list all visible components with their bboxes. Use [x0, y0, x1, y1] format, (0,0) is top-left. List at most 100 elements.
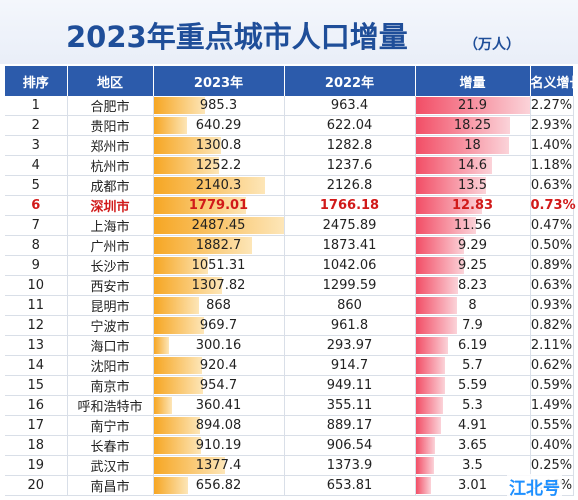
rank-cell: 14: [5, 355, 68, 376]
increase-cell-text: 9.29: [458, 238, 487, 253]
city-cell: 宁波市: [67, 315, 154, 336]
population-2023-bar: [153, 317, 205, 334]
population-2023-cell: 985.3: [153, 96, 285, 116]
increase-cell: 9.29: [415, 235, 531, 256]
increase-cell: 11.56: [415, 215, 531, 236]
population-2022-cell: 2475.89: [284, 215, 416, 236]
increase-cell: 6.19: [415, 335, 531, 356]
city-cell: 深圳市: [67, 195, 154, 216]
population-2023-cell-text: 1252.2: [195, 158, 242, 173]
increase-cell: 18.25: [415, 115, 531, 136]
increase-cell: 7.9: [415, 315, 531, 336]
population-2023-cell-text: 300.16: [195, 338, 242, 353]
table-row: 1 合肥市 985.3 963.4 21.9 2.27%: [5, 96, 574, 116]
population-2022-cell: 1873.41: [284, 235, 416, 256]
city-cell: 杭州市: [67, 155, 154, 176]
rank-cell: 4: [5, 155, 68, 176]
increase-bar: [415, 397, 444, 414]
table-row: 8 广州市 1882.7 1873.41 9.29 0.50%: [5, 235, 574, 256]
population-2023-cell-text: 868: [206, 298, 231, 313]
population-2023-bar: [153, 437, 202, 454]
header-2022: 2022年: [284, 66, 416, 96]
increase-cell: 3.5: [415, 455, 531, 476]
population-2022-cell: 1766.18: [284, 195, 416, 216]
population-2023-bar: [153, 97, 205, 114]
header-growth-rate: 名义增长率: [530, 66, 578, 96]
table-row: 13 海口市 300.16 293.97 6.19 2.11%: [5, 335, 574, 356]
table-row: 5 成都市 2140.3 2126.8 13.5 0.63%: [5, 175, 574, 196]
population-2023-cell: 1307.82: [153, 275, 285, 296]
population-2023-cell-text: 985.3: [199, 98, 238, 113]
population-2023-cell: 360.41: [153, 395, 285, 416]
rank-cell: 20: [5, 475, 68, 496]
increase-bar: [415, 317, 457, 334]
increase-bar: [415, 377, 445, 394]
population-2023-bar: [153, 337, 170, 354]
population-2023-cell: 1377.4: [153, 455, 285, 476]
header-rank: 排序: [5, 66, 68, 96]
header-city: 地区: [67, 66, 154, 96]
increase-bar: [415, 337, 448, 354]
increase-cell-text: 21.9: [458, 98, 487, 113]
growth-rate-cell: 0.59%: [530, 375, 574, 396]
increase-bar: [415, 277, 459, 294]
population-2023-cell-text: 656.82: [195, 478, 242, 493]
table-row: 7 上海市 2487.45 2475.89 11.56 0.47%: [5, 215, 574, 236]
population-2023-cell-text: 1307.82: [191, 278, 246, 293]
city-cell: 长沙市: [67, 255, 154, 276]
rank-cell: 2: [5, 115, 68, 136]
increase-bar: [415, 257, 464, 274]
increase-bar: [415, 217, 476, 234]
city-cell: 广州市: [67, 235, 154, 256]
table-row: 6 深圳市 1779.01 1766.18 12.83 0.73%: [5, 195, 576, 216]
increase-cell-text: 5.7: [462, 358, 483, 373]
population-2023-cell-text: 1300.8: [195, 138, 242, 153]
rank-cell: 5: [5, 175, 68, 196]
population-2023-cell-text: 2487.45: [191, 218, 246, 233]
table-row: 18 长春市 910.19 906.54 3.65 0.40%: [5, 435, 574, 456]
population-2022-cell: 1237.6: [284, 155, 416, 176]
increase-cell-text: 12.83: [451, 198, 494, 213]
population-2023-cell: 1252.2: [153, 155, 285, 176]
city-cell: 海口市: [67, 335, 154, 356]
table-row: 12 宁波市 969.7 961.8 7.9 0.82%: [5, 315, 574, 336]
increase-cell-text: 9.25: [458, 258, 487, 273]
increase-bar: [415, 97, 530, 114]
population-2023-cell: 969.7: [153, 315, 285, 336]
table-row: 11 昆明市 868 860 8 0.93%: [5, 295, 574, 316]
increase-cell-text: 7.9: [462, 318, 483, 333]
growth-rate-cell: 1.49%: [530, 395, 574, 416]
growth-rate-cell: 0.82%: [530, 315, 574, 336]
population-2023-cell-text: 969.7: [199, 318, 238, 333]
table-row: 2 贵阳市 640.29 622.04 18.25 2.93%: [5, 115, 574, 136]
population-2023-cell: 2487.45: [153, 215, 285, 236]
city-cell: 成都市: [67, 175, 154, 196]
increase-bar: [415, 177, 486, 194]
population-2023-cell: 1051.31: [153, 255, 285, 276]
growth-rate-cell: 0.40%: [530, 435, 574, 456]
increase-cell-text: 5.3: [462, 398, 483, 413]
population-2023-cell-text: 360.41: [195, 398, 242, 413]
population-2022-cell: 860: [284, 295, 416, 316]
rank-cell: 18: [5, 435, 68, 456]
population-2023-bar: [153, 137, 222, 154]
population-2023-cell: 868: [153, 295, 285, 316]
rank-cell: 8: [5, 235, 68, 256]
population-2023-bar: [153, 217, 284, 234]
population-2023-cell: 300.16: [153, 335, 285, 356]
population-2023-cell-text: 1377.4: [195, 458, 242, 473]
increase-bar: [415, 157, 492, 174]
population-2023-cell: 894.08: [153, 415, 285, 436]
population-2022-cell: 889.17: [284, 415, 416, 436]
increase-bar: [415, 117, 511, 134]
population-2023-cell: 656.82: [153, 475, 285, 496]
increase-bar: [415, 197, 483, 214]
population-2023-cell-text: 1779.01: [188, 198, 249, 213]
population-2023-cell-text: 1051.31: [191, 258, 246, 273]
header-2023: 2023年: [153, 66, 285, 96]
population-2022-cell: 961.8: [284, 315, 416, 336]
page-title: 2023年重点城市人口增量: [66, 20, 408, 54]
population-2022-cell: 1373.9: [284, 455, 416, 476]
city-cell: 长春市: [67, 435, 154, 456]
